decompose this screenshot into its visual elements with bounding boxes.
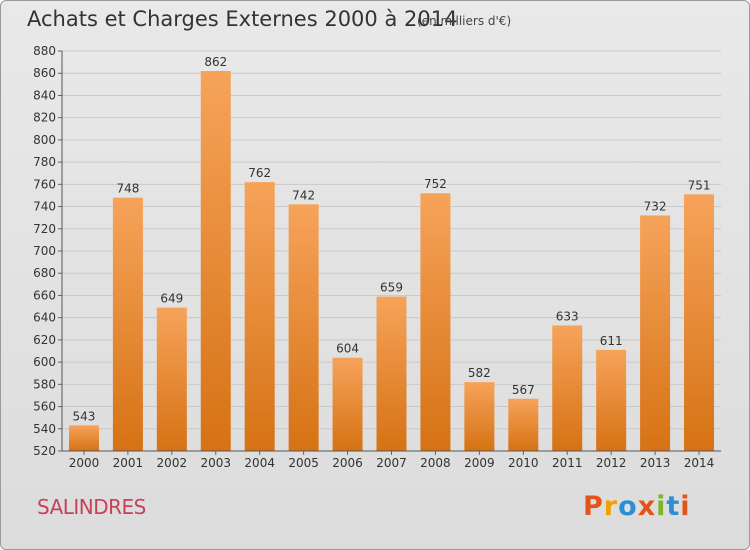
logo-letter: P (583, 491, 604, 522)
y-tick-label: 860 (33, 66, 56, 80)
data-label-2008: 752 (424, 177, 447, 191)
data-label-2002: 649 (160, 292, 183, 306)
y-tick-label: 600 (33, 355, 56, 369)
data-label-2010: 567 (512, 383, 535, 397)
bar-2013 (640, 215, 671, 451)
x-tick-label: 2013 (640, 456, 671, 470)
x-tick-label: 2002 (157, 456, 188, 470)
y-tick-label: 540 (33, 422, 56, 436)
bar-2014 (684, 194, 715, 452)
bar-2011 (552, 325, 583, 451)
x-tick-label: 2004 (244, 456, 275, 470)
y-tick-label: 620 (33, 333, 56, 347)
bar-2001 (112, 197, 143, 451)
x-tick-label: 2001 (113, 456, 144, 470)
chart-title: Achats et Charges Externes 2000 à 2014 (27, 7, 458, 31)
y-tick-label: 640 (33, 311, 56, 325)
bar-2000 (68, 425, 99, 451)
x-tick-label: 2014 (684, 456, 715, 470)
data-label-2006: 604 (336, 342, 359, 356)
data-label-2003: 862 (204, 55, 227, 69)
logo-letter: x (637, 491, 657, 522)
x-tick-label: 2006 (332, 456, 363, 470)
y-tick-label: 520 (33, 444, 56, 458)
y-tick-label: 760 (33, 177, 56, 191)
y-axis-ticks: 520 540 560 580 600 620 640 660 680 700 720 740 760 7… (33, 44, 62, 458)
bar-2005 (288, 204, 319, 451)
logo-letter: i (656, 491, 667, 522)
bar-2012 (596, 349, 627, 451)
data-labels: 543 748 649 862 762 742 604 659 752 582 567 633 611 7… (73, 55, 711, 423)
bar-2008 (420, 193, 451, 451)
logo-letter: o (618, 491, 638, 522)
y-tick-label: 660 (33, 288, 56, 302)
x-axis-ticks: 2000 2001 2002 2003 2004 2005 2006 2007 2008 2009… (69, 451, 715, 470)
x-tick-label: 2007 (376, 456, 407, 470)
proxiti-logo: Proxiti (583, 491, 691, 522)
data-label-2012: 611 (600, 334, 623, 348)
bars (68, 71, 715, 452)
data-label-2001: 748 (116, 182, 139, 196)
x-tick-label: 2011 (552, 456, 583, 470)
x-tick-label: 2010 (508, 456, 539, 470)
city-name: SALINDRES (37, 495, 146, 519)
data-label-2011: 633 (556, 309, 579, 323)
x-tick-label: 2000 (69, 456, 100, 470)
bar-2009 (464, 382, 495, 451)
y-tick-label: 800 (33, 133, 56, 147)
x-tick-label: 2009 (464, 456, 495, 470)
data-label-2005: 742 (292, 188, 315, 202)
y-tick-label: 560 (33, 400, 56, 414)
bar-2010 (508, 398, 539, 451)
chart-subtitle: (en milliers d'€) (417, 14, 512, 28)
x-tick-label: 2005 (288, 456, 319, 470)
data-label-2000: 543 (73, 409, 96, 423)
logo-letter: r (603, 491, 619, 522)
bar-2007 (376, 296, 407, 451)
bar-2006 (332, 357, 363, 451)
y-tick-label: 740 (33, 200, 56, 214)
data-label-2013: 732 (644, 199, 667, 213)
x-tick-label: 2003 (200, 456, 231, 470)
x-tick-label: 2008 (420, 456, 451, 470)
bar-2003 (200, 71, 231, 451)
y-tick-label: 700 (33, 244, 56, 258)
data-label-2004: 762 (248, 166, 271, 180)
data-label-2009: 582 (468, 366, 491, 380)
y-tick-label: 880 (33, 44, 56, 58)
bar-2004 (244, 182, 275, 451)
y-tick-label: 840 (33, 88, 56, 102)
logo-letter: t (666, 491, 681, 522)
y-tick-label: 720 (33, 222, 56, 236)
data-label-2007: 659 (380, 281, 403, 295)
bar-2002 (156, 307, 187, 451)
logo-letter: i (680, 491, 691, 522)
y-tick-label: 820 (33, 111, 56, 125)
y-tick-label: 780 (33, 155, 56, 169)
y-tick-label: 580 (33, 377, 56, 391)
x-tick-label: 2012 (596, 456, 627, 470)
y-tick-label: 680 (33, 266, 56, 280)
data-label-2014: 751 (688, 178, 711, 192)
